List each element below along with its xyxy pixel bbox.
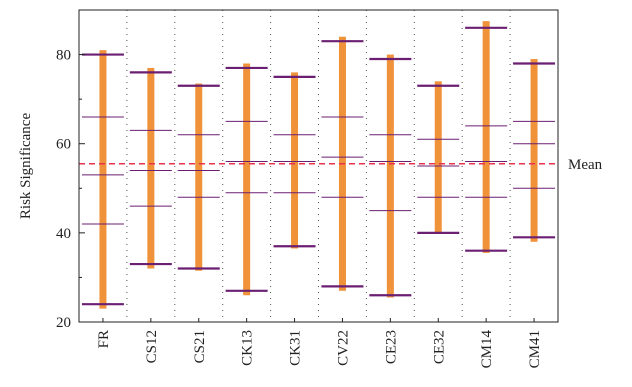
x-tick-label: CK13 <box>240 330 256 366</box>
x-tick-label: FR <box>96 330 112 348</box>
x-tick-label: CS21 <box>192 330 208 363</box>
range-bar <box>291 72 299 249</box>
mean-label: Mean <box>568 157 603 173</box>
range-bar <box>195 83 203 271</box>
y-ticks: 20 40 60 80 <box>56 9 85 331</box>
x-tick-label: CS12 <box>144 330 160 363</box>
range-bar <box>147 67 155 269</box>
y-tick-label: 20 <box>56 315 71 331</box>
range-bar <box>434 81 442 233</box>
y-tick-label: 80 <box>56 48 71 64</box>
x-tick-label: CK31 <box>288 330 304 366</box>
plot-frame <box>78 9 559 323</box>
x-tick-label: CV22 <box>335 330 351 366</box>
x-tick-label: CE23 <box>383 330 399 364</box>
grid-layer <box>126 10 511 322</box>
y-tick-label: 60 <box>56 137 71 153</box>
x-tick-label: CE32 <box>431 330 447 364</box>
y-tick-label: 40 <box>56 226 71 242</box>
range-bar <box>99 50 107 309</box>
range-bar <box>530 59 538 242</box>
range-bar <box>386 54 394 298</box>
y-axis-title: Risk Significance <box>18 113 34 220</box>
x-tick-label: CM14 <box>479 330 495 369</box>
x-ticks: FR CS12 CS21 CK13 CK31 CV22 CE23 CE32 CM14 CM41 <box>96 318 543 368</box>
range-bar <box>243 63 251 296</box>
x-tick-label: CM41 <box>527 330 543 368</box>
range-bar <box>482 21 490 253</box>
value-markers <box>81 26 556 306</box>
